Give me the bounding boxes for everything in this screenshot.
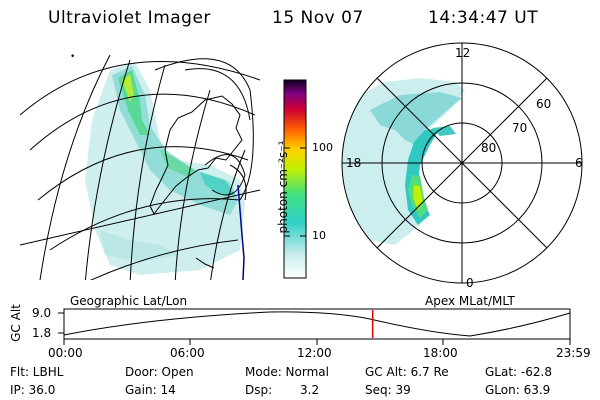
- xtick-0600: 06:00: [170, 346, 205, 360]
- geographic-map: [20, 54, 260, 280]
- mlt-label-6: 6: [575, 156, 583, 170]
- door-value: Door: Open: [125, 365, 194, 379]
- lat-label-70: 70: [512, 121, 528, 135]
- time-label: 14:34:47 UT: [428, 8, 539, 28]
- mlt-label-18: 18: [346, 156, 362, 170]
- lat-label-80: 80: [481, 141, 497, 155]
- instrument-title: Ultraviolet Imager: [48, 8, 211, 28]
- polar-map: [341, 42, 583, 284]
- right-panel-label: Apex MLat/MLT: [425, 294, 515, 308]
- colorbar-unit-label: photon cm⁻²s⁻¹: [276, 140, 290, 234]
- date-label: 15 Nov 07: [272, 8, 364, 28]
- mlt-label-12: 12: [455, 46, 471, 60]
- glon-value: GLon: 63.9: [485, 383, 551, 397]
- seq-value: Seq: 39: [365, 383, 411, 397]
- xtick-2359: 23:59: [556, 346, 591, 360]
- lat-label-60: 60: [536, 97, 552, 111]
- latlon-grid: [20, 54, 260, 280]
- gain-value: Gain: 14: [125, 383, 176, 397]
- xtick-1200: 12:00: [297, 346, 332, 360]
- mode-value: Mode: Normal: [245, 365, 329, 379]
- xtick-0000: 00:00: [48, 346, 83, 360]
- altitude-curve: [63, 311, 571, 337]
- altitude-ytick-9: 9.0: [32, 306, 52, 320]
- map-mark: •: [70, 52, 75, 62]
- gc-alt-value: GC Alt: 6.7 Re: [365, 365, 449, 379]
- altitude-plot: [58, 308, 571, 345]
- filter-value: Flt: LBHL: [10, 365, 64, 379]
- dsp-label: Dsp:: [245, 383, 273, 397]
- dsp-value: 3.2: [300, 383, 320, 397]
- aurora-image-left: [85, 62, 245, 275]
- altitude-ytick-1-8: 1.8: [32, 326, 52, 340]
- mlt-label-0: 0: [466, 276, 474, 290]
- left-panel-label: Geographic Lat/Lon: [70, 294, 188, 308]
- colorbar-tick-10: 10: [312, 229, 326, 242]
- colorbar: [283, 79, 307, 279]
- coastline: [149, 95, 243, 269]
- glat-value: GLat: -62.8: [485, 365, 552, 379]
- altitude-ylabel: GC Alt: [9, 304, 23, 342]
- colorbar-tick-100: 100: [312, 141, 333, 154]
- ip-value: IP: 36.0: [10, 383, 56, 397]
- aurora-image-right: [342, 78, 465, 245]
- xtick-1800: 18:00: [423, 346, 458, 360]
- coastline-blue: [237, 184, 245, 280]
